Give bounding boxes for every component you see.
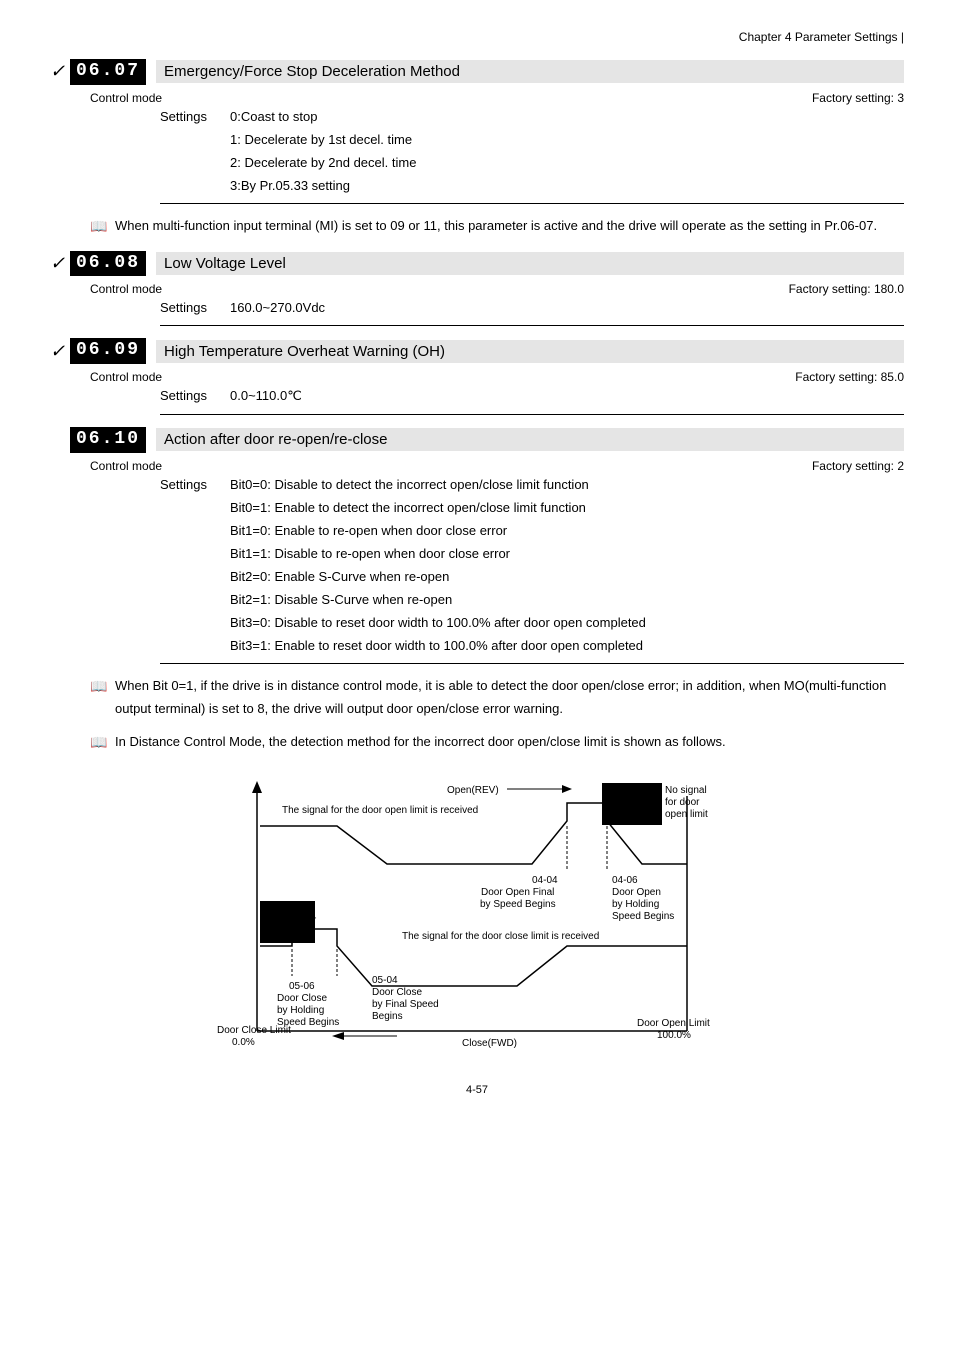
note-text: When Bit 0=1, if the drive is in distanc… (115, 674, 904, 721)
diag-dcl-2: 0.0% (232, 1037, 255, 1048)
tick-mark: ✓ (50, 61, 70, 82)
diag-dol-2: 100.0% (657, 1030, 691, 1041)
book-icon: 📖 (90, 730, 115, 755)
settings-label: Settings (160, 300, 230, 315)
param-header: ✓06.09 High Temperature Overheat Warning … (50, 338, 904, 364)
diag-nosig-close-3: close limit (265, 927, 309, 938)
param-header: 06.10 Action after door re-open/re-close (50, 427, 904, 453)
tick-mark: ✓ (50, 341, 70, 362)
diag-dol-1: Door Open Limit (637, 1018, 710, 1029)
diag-0404-2: Door Open Final (481, 887, 554, 898)
diag-open-rev: Open(REV) (447, 785, 499, 796)
note-text: When multi-function input terminal (MI) … (115, 214, 877, 239)
diag-0506-1: 05-06 (289, 981, 315, 992)
diag-0406-2: Door Open (612, 887, 661, 898)
param-code: 06.07 (70, 59, 146, 85)
settings-block: Settings0:Coast to stop 1: Decelerate by … (160, 109, 904, 204)
diag-dcl-1: Door Close Limit (217, 1025, 291, 1036)
settings-option: Bit1=1: Disable to re-open when door clo… (230, 546, 904, 561)
diag-0504-3: by Final Speed (372, 999, 439, 1010)
diag-0406-1: 04-06 (612, 875, 638, 886)
control-mode-label: Control mode (90, 370, 162, 384)
timing-diagram: Open(REV) The signal for the door open l… (197, 771, 757, 1064)
settings-label: Settings (160, 388, 230, 404)
diag-0406-3: by Holding (612, 899, 659, 910)
diag-0506-2: Door Close (277, 993, 327, 1004)
diag-nosig-open-1: No signal (665, 785, 707, 796)
factory-setting: Factory setting: 85.0 (795, 370, 904, 384)
diag-nosig-open-2: for door (665, 797, 700, 808)
factory-setting: Factory setting: 180.0 (789, 282, 904, 296)
book-icon: 📖 (90, 674, 115, 721)
diag-0504-4: Begins (372, 1011, 403, 1022)
note-row: 📖When multi-function input terminal (MI)… (90, 214, 904, 239)
control-factory-row: Control mode Factory setting: 2 (90, 459, 904, 473)
param-code: 06.09 (70, 338, 146, 364)
factory-setting: Factory setting: 3 (812, 91, 904, 105)
settings-option: 160.0~270.0Vdc (230, 300, 904, 315)
settings-option: Bit3=1: Enable to reset door width to 10… (230, 638, 904, 653)
book-icon: 📖 (90, 214, 115, 239)
control-factory-row: Control mode Factory setting: 180.0 (90, 282, 904, 296)
settings-label: Settings (160, 109, 230, 124)
control-factory-row: Control mode Factory setting: 3 (90, 91, 904, 105)
diag-close-fwd: Close(FWD) (462, 1038, 517, 1049)
settings-option: 0:Coast to stop (230, 109, 904, 124)
diag-0504-1: 05-04 (372, 975, 398, 986)
diag-signal-close: The signal for the door close limit is r… (402, 931, 599, 942)
settings-option: Bit0=1: Enable to detect the incorrect o… (230, 500, 904, 515)
param-title: Emergency/Force Stop Deceleration Method (156, 60, 904, 83)
page-number: 4-57 (50, 1084, 904, 1096)
param-header: ✓06.07 Emergency/Force Stop Deceleration … (50, 59, 904, 85)
settings-option: 0.0~110.0℃ (230, 388, 904, 404)
settings-block: SettingsBit0=0: Disable to detect the in… (160, 477, 904, 664)
diag-0404-1: 04-04 (532, 875, 558, 886)
diag-0404-3: by Speed Begins (480, 899, 556, 910)
settings-block: Settings0.0~110.0℃ (160, 388, 904, 415)
settings-option: Bit1=0: Enable to re-open when door clos… (230, 523, 904, 538)
note-text: In Distance Control Mode, the detection … (115, 730, 726, 755)
diag-0406-4: Speed Begins (612, 911, 674, 922)
diag-0504-2: Door Close (372, 987, 422, 998)
note-row: 📖In Distance Control Mode, the detection… (90, 730, 904, 755)
control-factory-row: Control mode Factory setting: 85.0 (90, 370, 904, 384)
param-code: 06.08 (70, 251, 146, 277)
diag-nosig-close-1: No signal (265, 903, 307, 914)
settings-option: 2: Decelerate by 2nd decel. time (230, 155, 904, 170)
param-header: ✓06.08 Low Voltage Level (50, 251, 904, 277)
settings-block: Settings160.0~270.0Vdc (160, 300, 904, 326)
settings-option: 1: Decelerate by 1st decel. time (230, 132, 904, 147)
param-code: 06.10 (70, 427, 146, 453)
diag-nosig-close-2: for the door (265, 915, 317, 926)
param-title: Low Voltage Level (156, 252, 904, 275)
diag-signal-open: The signal for the door open limit is re… (282, 805, 478, 816)
diag-0506-3: by Holding (277, 1005, 324, 1016)
param-title: Action after door re-open/re-close (156, 428, 904, 451)
settings-label: Settings (160, 477, 230, 492)
chapter-header: Chapter 4 Parameter Settings | (50, 30, 904, 44)
tick-mark: ✓ (50, 253, 70, 274)
settings-option: Bit3=0: Disable to reset door width to 1… (230, 615, 904, 630)
settings-option: Bit0=0: Disable to detect the incorrect … (230, 477, 904, 492)
factory-setting: Factory setting: 2 (812, 459, 904, 473)
settings-option: Bit2=1: Disable S-Curve when re-open (230, 592, 904, 607)
settings-option: 3:By Pr.05.33 setting (230, 178, 904, 193)
control-mode-label: Control mode (90, 91, 162, 105)
control-mode-label: Control mode (90, 282, 162, 296)
control-mode-label: Control mode (90, 459, 162, 473)
param-title: High Temperature Overheat Warning (OH) (156, 340, 904, 363)
settings-option: Bit2=0: Enable S-Curve when re-open (230, 569, 904, 584)
note-row: 📖When Bit 0=1, if the drive is in distan… (90, 674, 904, 721)
